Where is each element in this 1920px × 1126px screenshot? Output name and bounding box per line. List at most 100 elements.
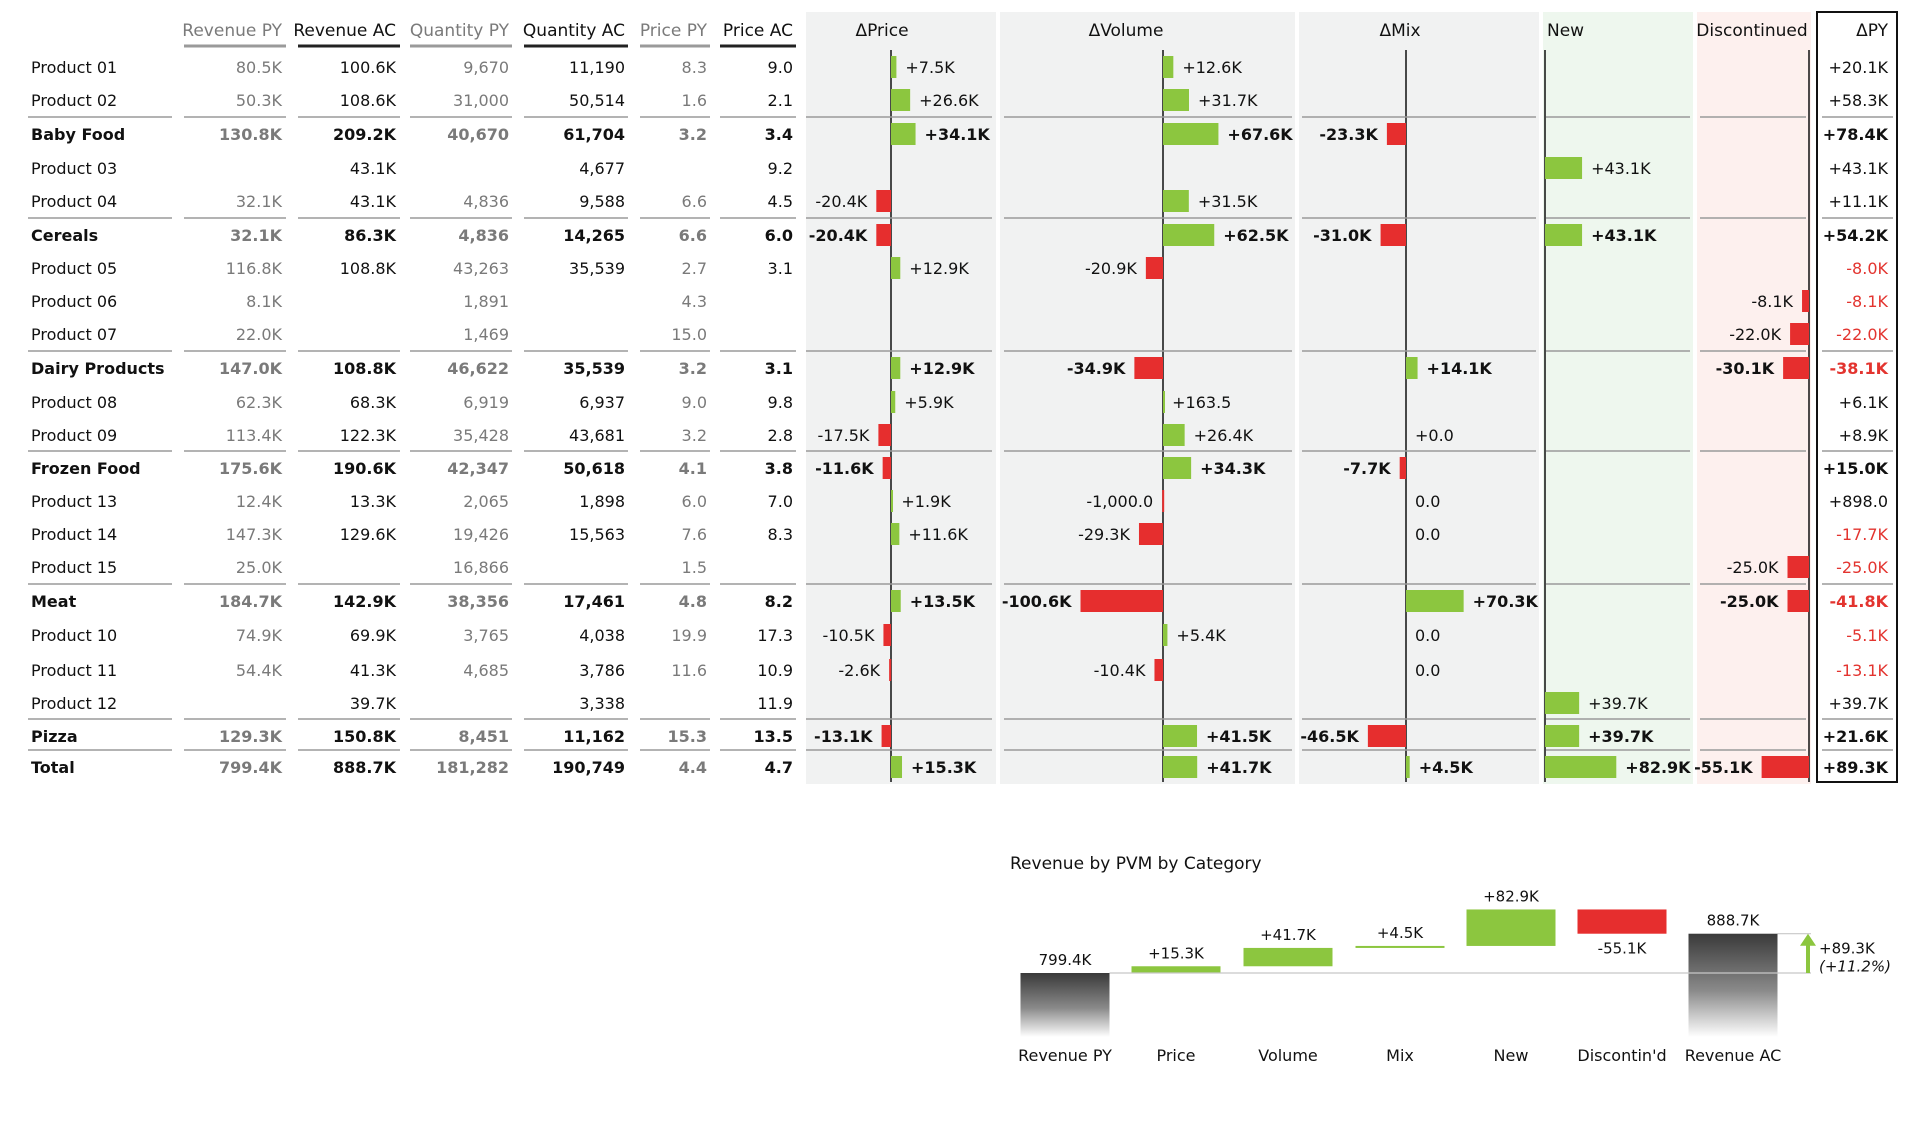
panel-new <box>1543 12 1693 784</box>
cell-quantity_py: 16,866 <box>453 558 509 577</box>
table-row: Product 11 54.4K 41.3K 4,685 3,786 11.6 10.9 -2… <box>31 659 1889 681</box>
cell-price_py: 6.6 <box>679 226 707 245</box>
cell-d_py: +43.1K <box>1828 159 1888 178</box>
cell-revenue_ac: 209.2K <box>333 125 397 144</box>
pvm-waterfall-chart: Revenue by PVM by Category 799.4K Revenue… <box>1010 854 1891 1065</box>
table-row: Cereals 32.1K 86.3K 4,836 14,265 6.6 6.0 -20.4K… <box>28 217 1893 246</box>
value-label-d_mix: 0.0 <box>1415 626 1440 645</box>
col-header-quantity_ac: Quantity AC <box>523 21 625 41</box>
value-label-d_mix: 0.0 <box>1415 525 1440 544</box>
waterfall-value-label: +15.3K <box>1148 944 1205 962</box>
row-label: Product 01 <box>31 58 117 77</box>
row-label: Total <box>31 758 75 777</box>
cell-d_py: +21.6K <box>1823 727 1889 746</box>
cell-quantity_py: 40,670 <box>447 125 509 144</box>
cell-price_py: 1.6 <box>682 91 707 110</box>
bar-d_price <box>891 523 900 545</box>
bar-d_price <box>891 391 896 413</box>
bar-new <box>1545 725 1580 747</box>
bar-d_mix <box>1380 224 1406 246</box>
value-label-discontinued: -25.0K <box>1727 558 1779 577</box>
waterfall-category-label: Price <box>1156 1046 1195 1065</box>
value-label-d_mix: +4.5K <box>1419 758 1474 777</box>
row-label: Product 13 <box>31 492 117 511</box>
cell-price_ac: 9.8 <box>768 393 793 412</box>
table-row: Baby Food 130.8K 209.2K 40,670 61,704 3.2 3.4 +… <box>28 116 1893 145</box>
cell-revenue_ac: 68.3K <box>350 393 397 412</box>
waterfall-value-label: 799.4K <box>1039 951 1093 969</box>
cell-quantity_py: 38,356 <box>447 592 509 611</box>
cell-quantity_py: 3,765 <box>463 626 509 645</box>
cell-price_py: 2.7 <box>682 259 707 278</box>
cell-price_py: 15.3 <box>668 727 707 746</box>
row-label: Product 05 <box>31 259 117 278</box>
cell-price_py: 6.0 <box>682 492 707 511</box>
bar-d_price <box>891 123 916 145</box>
cell-quantity_ac: 4,038 <box>579 626 625 645</box>
bar-d_volume <box>1163 457 1192 479</box>
waterfall-category-label: Discontin'd <box>1577 1046 1666 1065</box>
waterfall-bar <box>1020 973 1110 1037</box>
row-label: Product 12 <box>31 694 117 713</box>
cell-quantity_ac: 190,749 <box>552 758 625 777</box>
bar-d_price <box>883 624 891 646</box>
bar-d_price <box>891 89 911 111</box>
row-label: Baby Food <box>31 125 125 144</box>
cell-quantity_ac: 35,539 <box>563 359 625 378</box>
cell-quantity_ac: 6,937 <box>579 393 625 412</box>
cell-d_py: +78.4K <box>1823 125 1889 144</box>
bar-d_volume <box>1080 590 1163 612</box>
panel-d-mix <box>1299 12 1539 784</box>
bar-d_volume <box>1134 357 1163 379</box>
value-label-d_volume: +5.4K <box>1176 626 1226 645</box>
bar-d_volume <box>1154 659 1163 681</box>
waterfall-value-label: +4.5K <box>1377 924 1424 942</box>
table-row: Pizza 129.3K 150.8K 8,451 11,162 15.3 13.5 -13.… <box>28 718 1893 747</box>
value-label-d_volume: +12.6K <box>1182 58 1242 77</box>
bar-d_volume <box>1163 725 1198 747</box>
cell-revenue_py: 129.3K <box>219 727 283 746</box>
bar-new <box>1545 224 1583 246</box>
waterfall-value-label: -55.1K <box>1598 940 1648 958</box>
row-label: Product 09 <box>31 426 117 445</box>
value-label-d_mix: +0.0 <box>1415 426 1454 445</box>
cell-revenue_ac: 100.6K <box>340 58 397 77</box>
cell-quantity_ac: 17,461 <box>563 592 625 611</box>
bar-d_mix <box>1367 725 1406 747</box>
cell-price_ac: 6.0 <box>765 226 793 245</box>
table-row: Meat 184.7K 142.9K 38,356 17,461 4.8 8.2 +13.5K… <box>28 583 1893 612</box>
cell-revenue_py: 12.4K <box>236 492 283 511</box>
row-label: Product 08 <box>31 393 117 412</box>
table-row: Product 12 39.7K 3,338 11.9 +39.7K +39.7K <box>31 692 1889 714</box>
cell-revenue_py: 184.7K <box>219 592 283 611</box>
waterfall-bar <box>1688 933 1778 1037</box>
cell-quantity_ac: 4,677 <box>579 159 625 178</box>
cell-price_ac: 3.1 <box>768 259 793 278</box>
cell-quantity_py: 43,263 <box>453 259 509 278</box>
value-label-new: +43.1K <box>1591 159 1651 178</box>
cell-price_py: 15.0 <box>671 325 707 344</box>
cell-revenue_ac: 888.7K <box>333 758 397 777</box>
bar-d_volume <box>1145 257 1163 279</box>
cell-quantity_ac: 11,162 <box>563 727 625 746</box>
row-label: Product 04 <box>31 192 117 211</box>
cell-price_py: 3.2 <box>682 426 707 445</box>
cell-price_py: 6.6 <box>682 192 707 211</box>
value-label-d_volume: +31.5K <box>1198 192 1258 211</box>
bar-d_mix <box>1406 590 1464 612</box>
cell-revenue_py: 74.9K <box>236 626 283 645</box>
d-py-box <box>1816 11 1898 783</box>
value-label-d_price: +7.5K <box>905 58 955 77</box>
bar-d_volume <box>1163 624 1168 646</box>
bar-d_price <box>891 357 901 379</box>
value-label-d_price: -20.4K <box>815 192 867 211</box>
cell-revenue_ac: 108.6K <box>340 91 397 110</box>
row-label: Product 07 <box>31 325 117 344</box>
value-label-d_mix: 0.0 <box>1415 661 1440 680</box>
cell-quantity_py: 35,428 <box>453 426 509 445</box>
row-label: Dairy Products <box>31 359 165 378</box>
table-row: Product 14 147.3K 129.6K 19,426 15,563 7.6 8.3… <box>31 523 1889 545</box>
value-label-discontinued: -30.1K <box>1716 359 1775 378</box>
cell-price_ac: 2.8 <box>768 426 793 445</box>
value-label-d_price: +11.6K <box>908 525 968 544</box>
